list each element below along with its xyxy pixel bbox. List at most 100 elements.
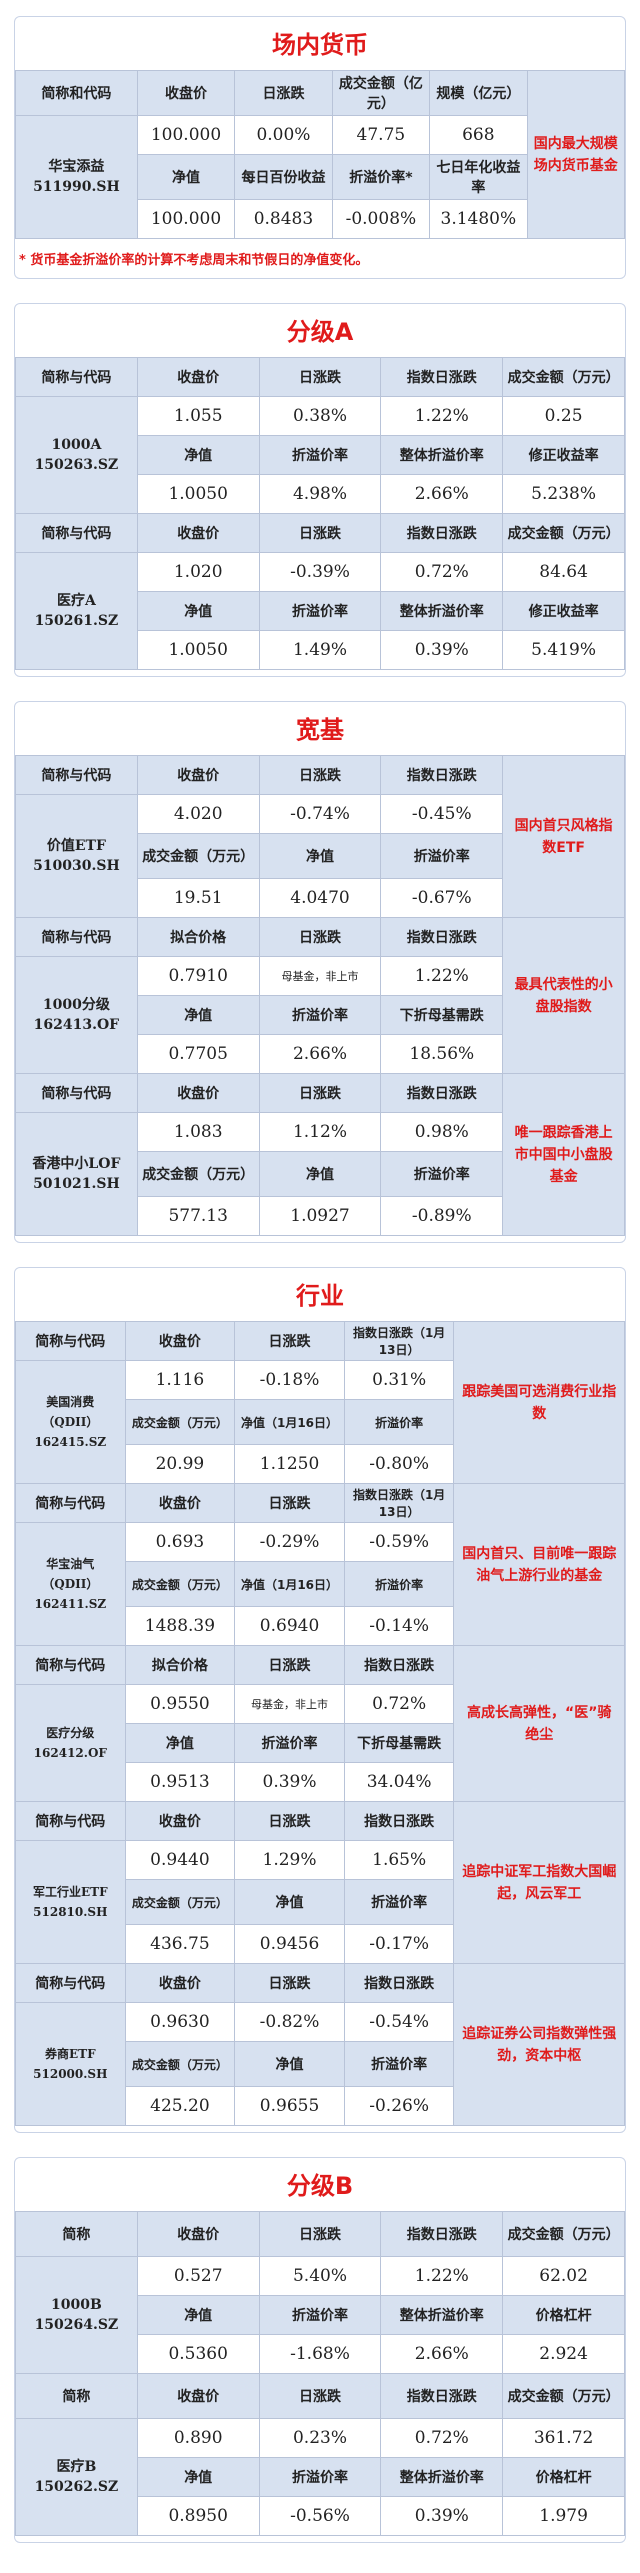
header-cell: 收盘价 (124, 1483, 236, 1523)
header-cell: 日涨跌 (258, 357, 382, 397)
header-cell: 日涨跌 (234, 1801, 345, 1841)
header-cell: 折溢价率 (343, 1879, 455, 1925)
data-cell: 20.99 (124, 1444, 236, 1484)
data-cell: -0.59% (343, 1522, 455, 1562)
data-cell: 19.51 (136, 878, 260, 918)
header-cell: 折溢价率 (258, 2295, 382, 2335)
data-cell: 0.9513 (124, 1762, 236, 1802)
header-cell: 下折母基需跌 (343, 1723, 455, 1763)
header-cell: 简称 (15, 2373, 138, 2419)
data-cell: 577.13 (136, 1196, 260, 1236)
header-cell: 收盘价 (136, 70, 236, 116)
data-cell: 0.7910 (136, 956, 260, 996)
header-cell: 折溢价率 (258, 435, 382, 475)
data-cell: 0.72% (380, 552, 504, 592)
header-cell: 折溢价率 (343, 1561, 455, 1607)
data-cell: 1.0050 (136, 474, 260, 514)
header-cell: 折溢价率* (331, 154, 431, 200)
data-cell: -0.74% (258, 794, 382, 834)
data-cell: 0.6940 (234, 1606, 345, 1646)
data-cell: 668 (429, 115, 528, 155)
header-cell: 成交金额（万元） (124, 2041, 236, 2087)
fund-name: 美国消费 （QDII） 162415.SZ (15, 1360, 126, 1484)
fund-name: 军工行业ETF 512810.SH (15, 1840, 126, 1964)
data-cell: 1.22% (380, 396, 504, 436)
header-cell: 日涨跌 (258, 917, 382, 957)
header-cell: 指数日涨跌 (343, 1963, 455, 2003)
fund-name: 1000B 150264.SZ (15, 2256, 138, 2374)
header-cell: 成交金额（万元） (502, 2211, 625, 2257)
section-title: 分级A (286, 318, 354, 346)
fund-name: 医疗B 150262.SZ (15, 2418, 138, 2536)
header-cell: 指数日涨跌 (380, 755, 504, 795)
header-cell: 简称与代码 (15, 755, 138, 795)
header-cell: 净值 (136, 435, 260, 475)
header-cell: 折溢价率 (258, 995, 382, 1035)
data-cell: 1.29% (234, 1840, 345, 1880)
fund-name: 1000分级 162413.OF (15, 956, 138, 1074)
header-cell: 成交金额（万元） (502, 513, 625, 553)
header-cell: 收盘价 (124, 1801, 236, 1841)
money-market-table: 简称和代码 收盘价 日涨跌 成交金额（亿元） 规模（亿元） 国内最大规模场内货币… (15, 70, 626, 239)
header-cell: 简称与代码 (15, 1645, 126, 1685)
header-cell: 收盘价 (136, 2211, 260, 2257)
header-cell: 日涨跌 (258, 2211, 382, 2257)
data-cell: 3.1480% (429, 199, 528, 239)
header-cell: 净值 (136, 2295, 260, 2335)
fund-name: 1000A 150263.SZ (15, 396, 138, 514)
data-cell: 2.66% (380, 2334, 504, 2374)
header-cell: 简称与代码 (15, 357, 138, 397)
header-cell: 净值（1月16日） (234, 1399, 345, 1445)
section-title: 分级B (286, 2172, 354, 2200)
data-cell: 2.66% (380, 474, 504, 514)
fund-name: 医疗A 150261.SZ (15, 552, 138, 670)
data-cell: 1.1250 (234, 1444, 345, 1484)
data-cell: -0.45% (380, 794, 504, 834)
fund-note: 跟踪美国可选消费行业指数 (453, 1321, 625, 1484)
data-cell: 5.238% (502, 474, 625, 514)
header-cell: 净值 (258, 833, 382, 879)
fund-name: 华宝添益 511990.SH (15, 115, 138, 239)
header-cell: 折溢价率 (343, 2041, 455, 2087)
data-cell: -0.14% (343, 1606, 455, 1646)
header-cell: 价格杠杆 (502, 2295, 625, 2335)
header-cell: 指数日涨跌 (380, 357, 504, 397)
fund-name: 券商ETF 512000.SH (15, 2002, 126, 2126)
data-cell: 4.98% (258, 474, 382, 514)
grade-a-table: 简称与代码 收盘价 日涨跌 指数日涨跌 成交金额（万元） 1000A 15026… (15, 357, 625, 670)
data-cell: 母基金，非上市 (258, 956, 382, 996)
header-cell: 收盘价 (136, 1073, 260, 1113)
data-cell: 1488.39 (124, 1606, 236, 1646)
data-cell: 0.00% (234, 115, 333, 155)
data-cell: -0.39% (258, 552, 382, 592)
header-cell: 成交金额（万元） (136, 1151, 260, 1197)
header-cell: 日涨跌 (234, 1321, 345, 1361)
header-cell: 折溢价率 (343, 1399, 455, 1445)
header-cell: 收盘价 (136, 2373, 260, 2419)
header-cell: 日涨跌 (258, 2373, 382, 2419)
fund-name: 香港中小LOF 501021.SH (15, 1112, 138, 1236)
header-cell: 成交金额（万元） (136, 833, 260, 879)
data-cell: -0.008% (331, 199, 431, 239)
data-cell: -0.17% (343, 1924, 455, 1964)
industry-table: 简称与代码 收盘价 日涨跌 指数日涨跌（1月13日） 跟踪美国可选消费行业指数 … (15, 1321, 625, 2126)
section-title: 场内货币 (272, 31, 368, 59)
header-cell: 折溢价率 (380, 833, 504, 879)
data-cell: -0.18% (234, 1360, 345, 1400)
data-cell: 0.25 (502, 396, 625, 436)
data-cell: 18.56% (380, 1034, 504, 1074)
data-cell: -0.56% (258, 2496, 382, 2536)
header-cell: 净值（1月16日） (234, 1561, 345, 1607)
header-cell: 指数日涨跌 (380, 513, 504, 553)
section-money-market: 场内货币 简称和代码 收盘价 日涨跌 成交金额（亿元） 规模（亿元） 国内最大规… (14, 16, 626, 279)
data-cell: 2.924 (502, 2334, 625, 2374)
data-cell: 1.0927 (258, 1196, 382, 1236)
header-cell: 修正收益率 (502, 591, 625, 631)
header-cell: 简称与代码 (15, 1073, 138, 1113)
header-cell: 净值 (234, 1879, 345, 1925)
header-cell: 规模（亿元） (429, 70, 528, 116)
header-cell: 收盘价 (136, 513, 260, 553)
fund-note: 追踪中证军工指数大国崛起，风云军工 (453, 1801, 625, 1964)
data-cell: 1.979 (502, 2496, 625, 2536)
header-cell: 七日年化收益率 (429, 154, 528, 200)
